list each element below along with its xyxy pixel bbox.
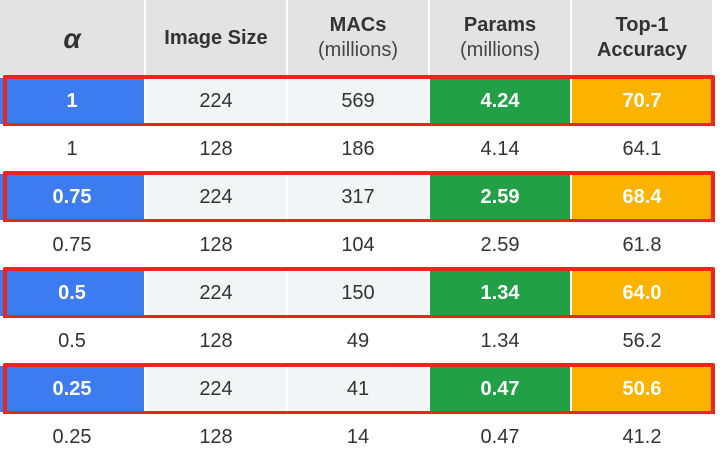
cell-text: 1.34	[480, 281, 520, 304]
table-cell: 224	[146, 78, 288, 126]
table-cell: 0.47	[430, 414, 572, 462]
table-cell: 128	[146, 126, 288, 174]
cell-text: 0.25	[52, 377, 92, 400]
table-cell: 1	[0, 78, 146, 126]
table-cell: 1.34	[430, 270, 572, 318]
header-text: MACs	[329, 14, 387, 36]
cell-text: 56.2	[622, 329, 662, 352]
table-cell: 1	[0, 126, 146, 174]
table-cell: 128	[146, 414, 288, 462]
table-cell: 4.14	[430, 126, 572, 174]
cell-text: 569	[341, 89, 375, 112]
header-text: Image Size	[164, 26, 268, 49]
header-text: (millions)	[460, 39, 540, 61]
cell-text: 128	[199, 137, 233, 160]
cell-text: 1.34	[480, 329, 520, 352]
table-cell: 2.59	[430, 222, 572, 270]
cell-text: 61.8	[622, 233, 662, 256]
cell-text: 4.24	[480, 89, 520, 112]
highlight-frame	[3, 75, 715, 127]
cell-text: 64.1	[622, 137, 662, 160]
cell-text: 49	[346, 329, 370, 352]
cell-text: 224	[199, 281, 233, 304]
highlight-frame	[3, 363, 715, 415]
table-cell: 68.4	[572, 174, 714, 222]
cell-text: 14	[346, 425, 370, 448]
table-cell: 61.8	[572, 222, 714, 270]
table-cell: 0.75	[0, 222, 146, 270]
cell-text: 0.75	[52, 233, 92, 256]
header-text: (millions)	[318, 39, 398, 61]
header-cell: α	[0, 0, 146, 78]
cell-text: 128	[199, 233, 233, 256]
table-cell: 317	[288, 174, 430, 222]
cell-text: 41.2	[622, 425, 662, 448]
cell-text: 150	[341, 281, 375, 304]
header-text: Top-1	[615, 14, 669, 36]
cell-text: 186	[341, 137, 375, 160]
cell-text: 0.47	[480, 377, 520, 400]
cell-text: 317	[341, 185, 375, 208]
cell-text: 1	[66, 137, 78, 160]
cell-text: 128	[199, 329, 233, 352]
cell-text: 0.75	[52, 185, 92, 208]
table-cell: 224	[146, 174, 288, 222]
table-cell: 0.25	[0, 414, 146, 462]
table-cell: 224	[146, 270, 288, 318]
table-cell: 1.34	[430, 318, 572, 366]
table-cell: 14	[288, 414, 430, 462]
table-cell: 104	[288, 222, 430, 270]
cell-text: 224	[199, 185, 233, 208]
header-cell: Image Size	[146, 0, 288, 78]
cell-text: 0.47	[480, 425, 520, 448]
table-cell: 0.5	[0, 318, 146, 366]
cell-text: 41	[346, 377, 370, 400]
table-cell: 56.2	[572, 318, 714, 366]
cell-text: 64.0	[622, 281, 662, 304]
header-text: α	[63, 22, 81, 54]
cell-text: 0.5	[58, 281, 86, 304]
cell-text: 70.7	[622, 89, 662, 112]
cell-text: 128	[199, 425, 233, 448]
cell-text: 0.5	[58, 329, 86, 352]
cell-text: 68.4	[622, 185, 662, 208]
table-cell: 64.1	[572, 126, 714, 174]
cell-text: 2.59	[480, 185, 520, 208]
table-cell: 41.2	[572, 414, 714, 462]
table-cell: 186	[288, 126, 430, 174]
cell-text: 4.14	[480, 137, 520, 160]
header-text: Params	[463, 14, 537, 36]
highlight-frame	[3, 171, 715, 223]
highlight-frame	[3, 267, 715, 319]
table-cell: 0.25	[0, 366, 146, 414]
cell-text: 224	[199, 377, 233, 400]
cell-text: 1	[66, 89, 78, 112]
header-text: Accuracy	[596, 39, 688, 61]
cell-text: 224	[199, 89, 233, 112]
header-cell: Top-1 Accuracy	[572, 0, 714, 78]
cell-text: 0.25	[52, 425, 92, 448]
header-cell: MACs (millions)	[288, 0, 430, 78]
cell-text: 104	[341, 233, 375, 256]
table-cell: 49	[288, 318, 430, 366]
header-cell: Params (millions)	[430, 0, 572, 78]
cell-text: 50.6	[622, 377, 662, 400]
table-cell: 128	[146, 318, 288, 366]
cell-text: 2.59	[480, 233, 520, 256]
table-cell: 128	[146, 222, 288, 270]
